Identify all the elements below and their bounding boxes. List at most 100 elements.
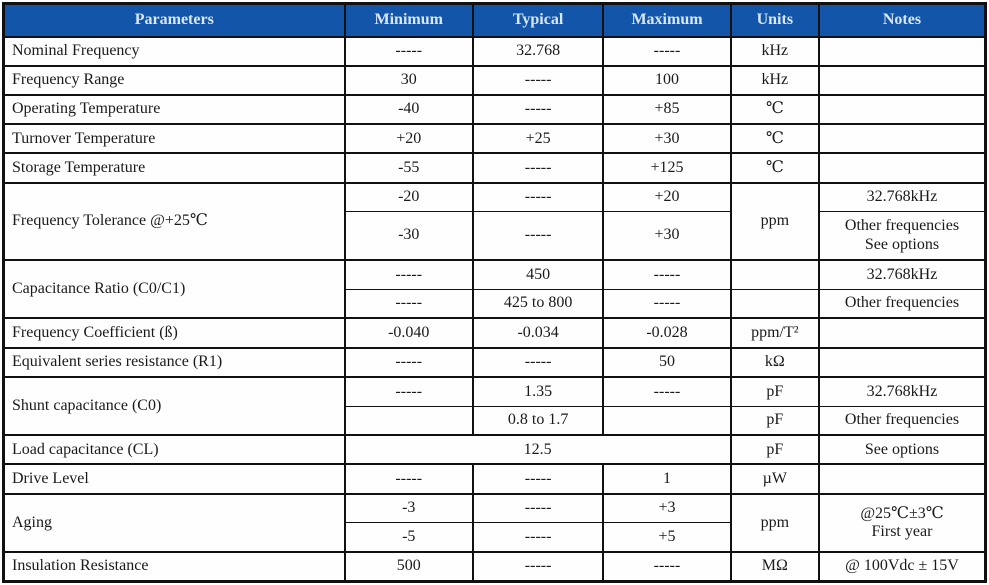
notes-cell: 32.768kHz: [817, 181, 987, 212]
col-header-units: Units: [729, 3, 820, 37]
units-cell: ℃: [729, 123, 820, 154]
typ-cell: -----: [471, 93, 605, 125]
min-cell: -55: [343, 152, 474, 183]
min-cell: -0.040: [343, 317, 474, 348]
param-cell-aging: Aging: [2, 492, 346, 553]
table-row-load-capacitance: Load capacitance (CL) 12.5 pF See option…: [2, 434, 987, 465]
typ-cell: -----: [471, 211, 605, 261]
header-row: Parameters Minimum Typical Maximum Units…: [2, 3, 987, 37]
max-cell: +5: [602, 522, 732, 553]
max-cell: +20: [602, 181, 732, 212]
typ-cell: 1.35: [471, 375, 605, 407]
min-cell: 500: [343, 551, 474, 582]
typ-cell: -----: [471, 551, 605, 582]
units-cell: ppm: [729, 181, 820, 261]
min-cell: +20: [343, 123, 474, 154]
max-cell: +30: [602, 123, 732, 154]
units-cell: [729, 259, 820, 290]
notes-cell: Other frequencies: [817, 405, 987, 436]
notes-cell: [817, 93, 987, 125]
table-row-esr: Equivalent series resistance (R1) ----- …: [2, 346, 987, 377]
table-row-frequency-range: Frequency Range 30 ----- 100 kHz: [2, 64, 987, 95]
min-cell: -----: [343, 375, 474, 407]
table-row-storage-temperature: Storage Temperature -55 ----- +125 ℃: [2, 152, 987, 183]
min-cell: [343, 405, 474, 436]
typ-cell: 32.768: [471, 35, 605, 66]
max-cell: -----: [602, 259, 732, 290]
param-cell-shunt-capacitance: Shunt capacitance (C0): [2, 375, 346, 436]
merged-value-cell: 12.5: [343, 434, 732, 465]
typ-cell: 425 to 800: [471, 288, 605, 319]
table-row-drive-level: Drive Level ----- ----- 1 µW: [2, 463, 987, 494]
typ-cell: -----: [471, 346, 605, 377]
min-cell: -----: [343, 346, 474, 377]
notes-cell: Other frequencies: [817, 288, 987, 319]
param-cell-turnover-temperature: Turnover Temperature: [2, 123, 346, 154]
table-row-capacitance-ratio-1: Capacitance Ratio (C0/C1) ----- 450 ----…: [2, 259, 987, 319]
param-cell-frequency-coefficient: Frequency Coefficient (ß): [2, 317, 346, 348]
min-cell: -30: [343, 211, 474, 261]
units-cell: [729, 288, 820, 319]
units-cell: pF: [729, 434, 820, 465]
min-cell: -----: [343, 35, 474, 66]
max-cell: 1: [602, 463, 732, 494]
notes-cell: [817, 64, 987, 95]
notes-cell: See options: [817, 434, 987, 465]
typ-cell: -----: [471, 492, 605, 523]
table-row-shunt-capacitance-1: Shunt capacitance (C0) ----- 1.35 ----- …: [2, 375, 987, 436]
min-cell: -----: [343, 259, 474, 290]
table-row-shunt-capacitance-2: 0.8 to 1.7 pF Other frequencies: [4, 405, 987, 436]
notes-cell: 32.768kHz: [817, 259, 987, 290]
max-cell: [602, 405, 732, 436]
table-row-nominal-frequency: Nominal Frequency ----- 32.768 ----- kHz: [2, 35, 987, 66]
param-cell-frequency-range: Frequency Range: [2, 64, 346, 95]
units-cell: pF: [729, 405, 820, 436]
notes-cell: [817, 152, 987, 183]
table-row-insulation-resistance: Insulation Resistance 500 ----- ----- MΩ…: [2, 551, 987, 582]
table-row-aging-1: Aging -3 ----- +3 ppm @25℃±3℃ First year: [2, 492, 987, 553]
param-cell-storage-temperature: Storage Temperature: [2, 152, 346, 183]
table-row-frequency-tolerance-1: Frequency Tolerance @+25℃ -20 ----- +20 …: [2, 181, 987, 261]
min-cell: -----: [343, 288, 474, 319]
table-row-frequency-tolerance-2: -30 ----- +30 Other frequencies See opti…: [4, 211, 987, 261]
units-cell: pF: [729, 375, 820, 407]
notes-cell: [817, 346, 987, 377]
max-cell: +85: [602, 93, 732, 125]
col-header-maximum: Maximum: [602, 3, 732, 37]
max-cell: 100: [602, 64, 732, 95]
param-cell-load-capacitance: Load capacitance (CL): [2, 434, 346, 465]
units-cell: ℃: [729, 93, 820, 125]
table-row-frequency-coefficient: Frequency Coefficient (ß) -0.040 -0.034 …: [2, 317, 987, 348]
param-cell-esr: Equivalent series resistance (R1): [2, 346, 346, 377]
table-row-operating-temperature: Operating Temperature -40 ----- +85 ℃: [2, 93, 987, 125]
units-cell: MΩ: [729, 551, 820, 582]
notes-cell: [817, 317, 987, 348]
typ-cell: -----: [471, 64, 605, 95]
max-cell: +3: [602, 492, 732, 523]
param-cell-capacitance-ratio: Capacitance Ratio (C0/C1): [2, 259, 346, 319]
typ-cell: 0.8 to 1.7: [471, 405, 605, 436]
notes-cell: 32.768kHz: [817, 375, 987, 407]
max-cell: -----: [602, 551, 732, 582]
typ-cell: -0.034: [471, 317, 605, 348]
units-cell: ℃: [729, 152, 820, 183]
notes-cell: Other frequencies See options: [817, 211, 987, 261]
notes-cell: [817, 463, 987, 494]
max-cell: +125: [602, 152, 732, 183]
param-cell-frequency-tolerance: Frequency Tolerance @+25℃: [2, 181, 346, 261]
max-cell: -----: [602, 288, 732, 319]
col-header-typical: Typical: [471, 3, 605, 37]
min-cell: 30: [343, 64, 474, 95]
param-cell-operating-temperature: Operating Temperature: [2, 93, 346, 125]
max-cell: +30: [602, 211, 732, 261]
min-cell: -20: [343, 181, 474, 212]
units-cell: kHz: [729, 64, 820, 95]
param-cell-nominal-frequency: Nominal Frequency: [2, 35, 346, 66]
typ-cell: +25: [471, 123, 605, 154]
notes-cell: [817, 35, 987, 66]
min-cell: -40: [343, 93, 474, 125]
typ-cell: -----: [471, 181, 605, 212]
notes-cell: @ 100Vdc ± 15V: [817, 551, 987, 582]
units-cell: µW: [729, 463, 820, 494]
